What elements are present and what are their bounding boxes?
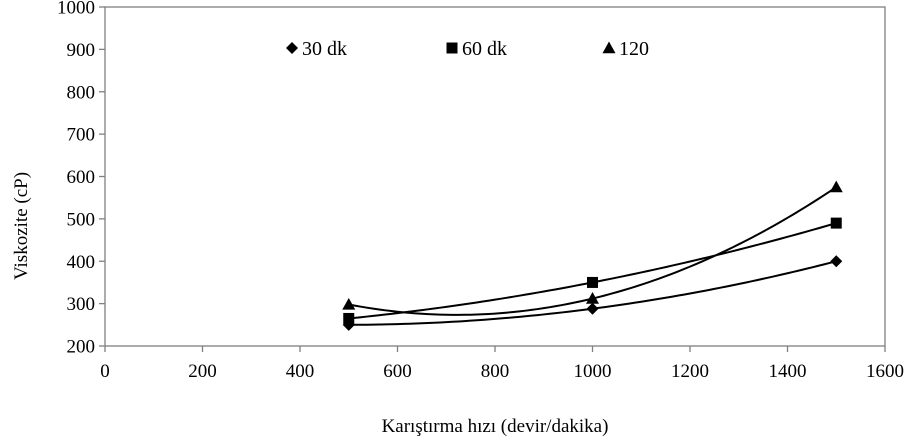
legend-marker-triangle xyxy=(602,41,616,54)
legend-label: 120 xyxy=(619,38,649,60)
x-axis-title: Karıştırma hızı (devir/dakika) xyxy=(382,416,609,437)
legend: 30 dk 60 dk 120 xyxy=(286,38,649,60)
x-tick-label: 1200 xyxy=(671,361,709,382)
data-point-triangle xyxy=(829,180,843,193)
legend-marker-diamond xyxy=(286,42,298,54)
x-tick-label: 600 xyxy=(383,361,412,382)
x-tick-label: 1000 xyxy=(574,361,612,382)
data-markers xyxy=(342,180,843,331)
data-point-square xyxy=(830,217,842,229)
x-tick-label: 0 xyxy=(100,361,110,382)
legend-marker-square xyxy=(446,42,458,54)
data-point-diamond xyxy=(830,255,843,268)
y-tick-label: 700 xyxy=(67,125,96,146)
data-point-diamond xyxy=(586,302,599,315)
data-point-triangle xyxy=(586,292,599,304)
x-tick-label: 200 xyxy=(188,361,217,382)
x-tick-label: 400 xyxy=(286,361,315,382)
axes xyxy=(99,6,886,352)
y-tick-label: 800 xyxy=(67,82,96,103)
legend-label: 30 dk xyxy=(302,38,347,60)
legend-label: 60 dk xyxy=(462,38,507,60)
y-tick-label: 300 xyxy=(67,294,96,315)
y-tick-label: 400 xyxy=(67,252,96,273)
data-point-square xyxy=(587,276,598,288)
data-point-triangle xyxy=(342,297,356,310)
y-tick-label: 1000 xyxy=(57,0,95,19)
data-point-square xyxy=(343,312,355,324)
y-axis-title: Viskozite (cP) xyxy=(11,172,32,280)
x-tick-label: 800 xyxy=(481,361,510,382)
y-tick-label: 200 xyxy=(67,337,96,358)
y-tick-label: 500 xyxy=(67,209,96,230)
y-tick-label: 900 xyxy=(67,40,96,61)
x-tick-label: 1600 xyxy=(866,361,904,382)
y-tick-label: 600 xyxy=(67,167,96,188)
x-tick-label: 1400 xyxy=(769,361,807,382)
